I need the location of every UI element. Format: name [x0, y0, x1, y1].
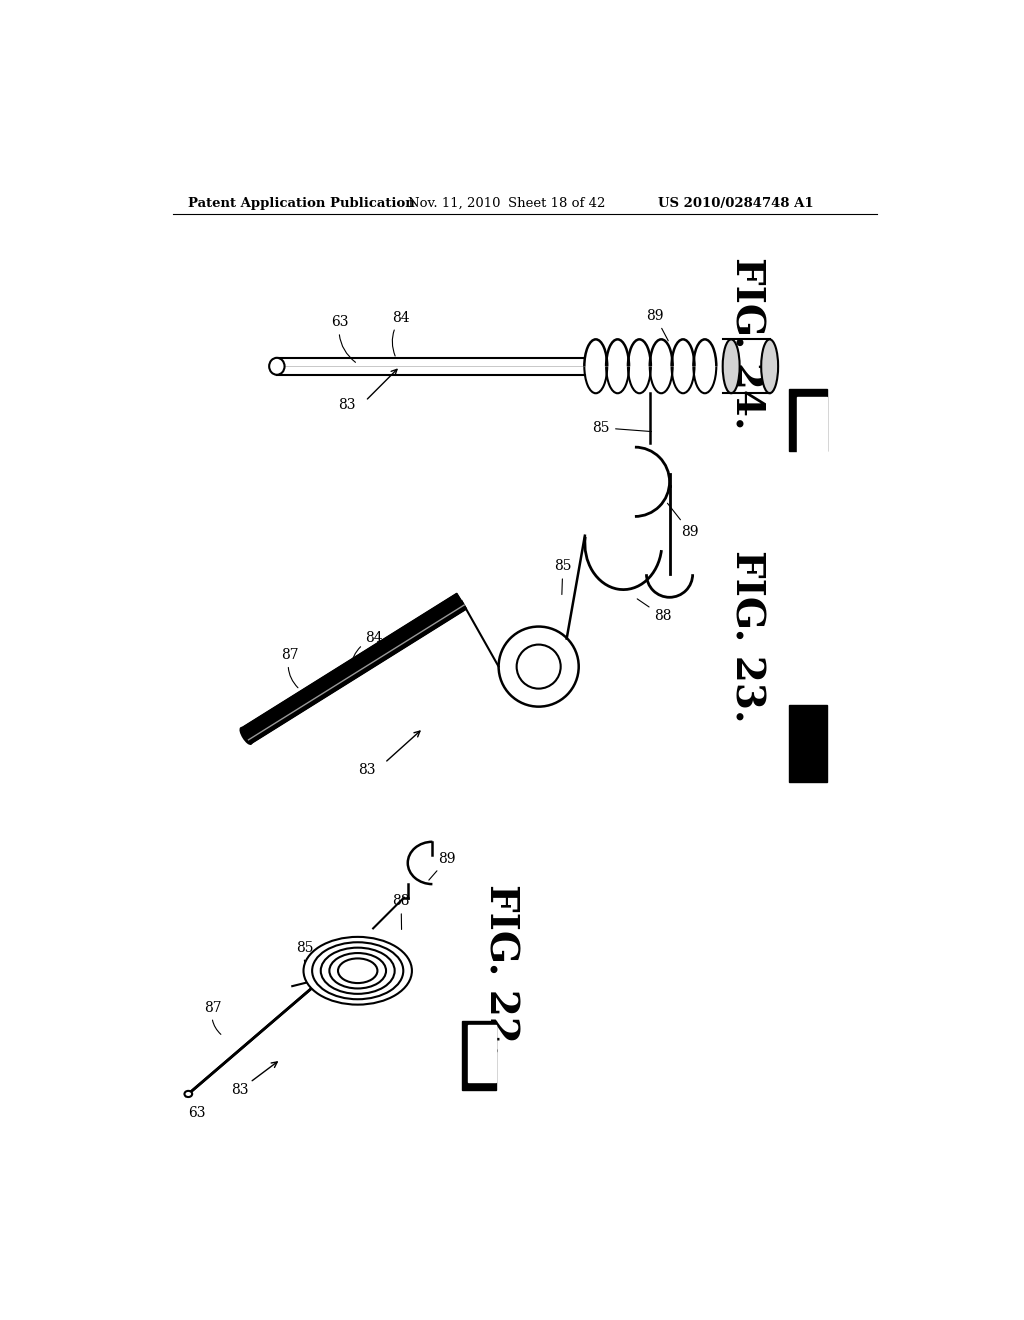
Text: 83: 83 [230, 1082, 248, 1097]
Text: FIG. 22.: FIG. 22. [481, 884, 519, 1057]
Polygon shape [693, 339, 717, 367]
Ellipse shape [723, 339, 739, 393]
Polygon shape [650, 339, 673, 367]
Text: Patent Application Publication: Patent Application Publication [188, 197, 415, 210]
Ellipse shape [241, 727, 252, 744]
Text: 84: 84 [392, 310, 410, 356]
Text: 85: 85 [593, 421, 651, 434]
Ellipse shape [338, 958, 378, 983]
Text: 85: 85 [296, 940, 313, 977]
Polygon shape [788, 705, 827, 781]
Polygon shape [585, 339, 607, 367]
Text: 84: 84 [350, 631, 383, 668]
Text: 85: 85 [554, 560, 571, 594]
Ellipse shape [269, 358, 285, 375]
Polygon shape [788, 389, 827, 451]
Ellipse shape [312, 942, 403, 999]
Polygon shape [797, 397, 827, 462]
Text: 63: 63 [188, 1106, 206, 1121]
Text: 88: 88 [637, 599, 672, 623]
Ellipse shape [321, 948, 394, 994]
Ellipse shape [303, 937, 412, 1005]
Polygon shape [462, 1020, 497, 1090]
Text: Sheet 18 of 42: Sheet 18 of 42 [508, 197, 605, 210]
Text: 88: 88 [392, 895, 410, 929]
Ellipse shape [184, 1090, 193, 1097]
Polygon shape [468, 1024, 497, 1082]
Text: 83: 83 [339, 397, 356, 412]
Text: 89: 89 [429, 851, 456, 880]
Polygon shape [628, 339, 651, 367]
Ellipse shape [330, 953, 386, 989]
Text: US 2010/0284748 A1: US 2010/0284748 A1 [658, 197, 814, 210]
Text: 87: 87 [281, 648, 298, 688]
Text: FIG. 23.: FIG. 23. [728, 549, 766, 722]
Text: 63: 63 [331, 315, 355, 362]
Text: Nov. 11, 2010: Nov. 11, 2010 [408, 197, 501, 210]
Polygon shape [242, 593, 467, 743]
Text: 89: 89 [646, 309, 669, 341]
Polygon shape [606, 339, 629, 367]
Polygon shape [672, 339, 694, 367]
Text: FIG. 24.: FIG. 24. [728, 257, 766, 429]
Text: 89: 89 [668, 503, 698, 539]
Text: 83: 83 [357, 763, 375, 777]
Text: 87: 87 [204, 1001, 221, 1035]
Ellipse shape [761, 339, 778, 393]
